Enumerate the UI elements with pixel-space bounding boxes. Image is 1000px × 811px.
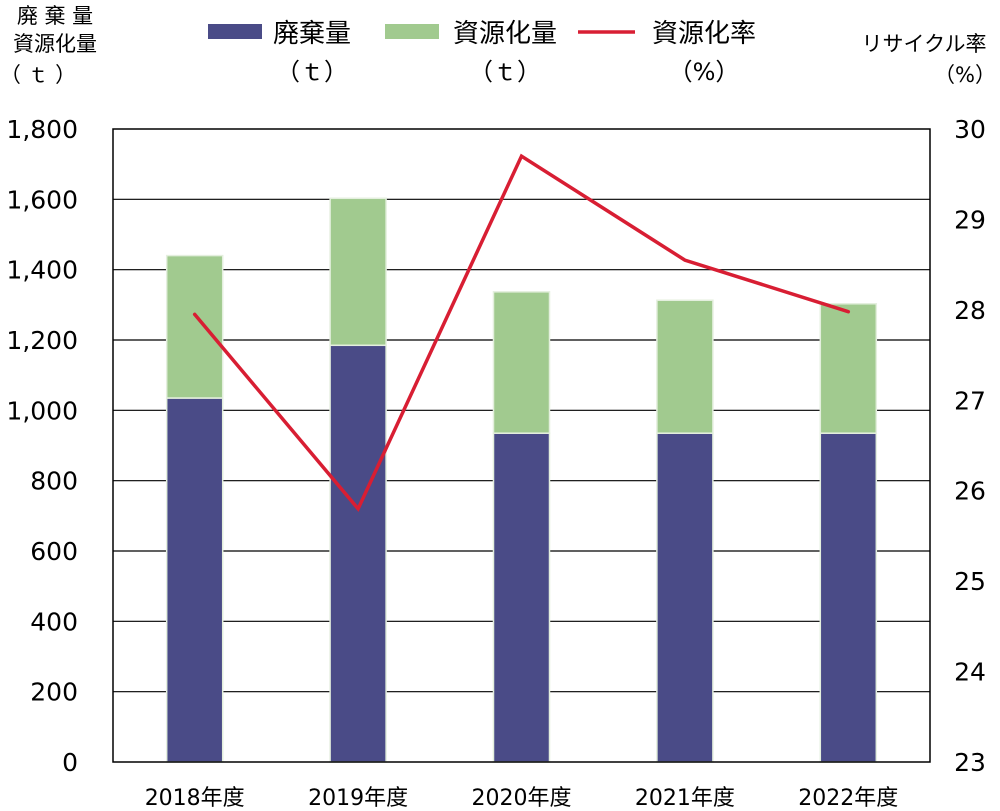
- right-tick-label: 26: [954, 477, 986, 506]
- bar-廃棄量: [492, 432, 551, 763]
- bar-廃棄量: [165, 397, 224, 763]
- category-label: 2021年度: [635, 786, 735, 811]
- category-label: 2020年度: [472, 786, 572, 811]
- stacked-bars: [165, 197, 878, 763]
- left-axis-title-line: 廃 棄 量: [17, 4, 93, 28]
- right-axis-title: リサイクル率 （%）: [862, 32, 996, 87]
- right-tick-label: 28: [954, 296, 986, 325]
- left-tick-label: 1,800: [6, 115, 78, 144]
- legend: 廃棄量 （ｔ） 資源化量 （ｔ） 資源化率 （%）: [208, 19, 756, 86]
- plot-frame: [112, 128, 931, 763]
- left-tick-label: 1,600: [6, 185, 78, 214]
- category-label: 2019年度: [308, 786, 408, 811]
- recycling-rate-line: [192, 153, 851, 513]
- right-axis-title-line: リサイクル率: [862, 32, 987, 56]
- right-axis-ticks: 23 24 25 26 27 28 29 30: [954, 115, 986, 777]
- left-tick-label: 1,000: [6, 396, 78, 425]
- right-tick-label: 23: [954, 748, 986, 777]
- legend-swatch-廃棄量: [208, 24, 262, 39]
- left-tick-label: 0: [62, 748, 78, 777]
- legend-label: 廃棄量: [273, 19, 351, 49]
- left-tick-label: 200: [30, 678, 78, 707]
- bar-資源化量: [165, 254, 224, 399]
- right-axis-title-line: （%）: [934, 63, 996, 87]
- legend-label: 資源化率: [652, 19, 756, 49]
- right-tick-label: 29: [954, 205, 986, 234]
- legend-unit: （%）: [669, 58, 740, 86]
- right-tick-label: 24: [954, 658, 986, 687]
- bar-資源化量: [492, 291, 551, 434]
- right-tick-label: 30: [954, 115, 986, 144]
- category-label: 2022年度: [798, 786, 898, 811]
- right-tick-label: 27: [954, 386, 986, 415]
- left-axis-title-line: （ ｔ ）: [0, 63, 76, 87]
- legend-unit: （ｔ）: [469, 58, 541, 86]
- bar-資源化量: [329, 197, 387, 347]
- bar-資源化量: [819, 303, 878, 434]
- legend-swatch-資源化量: [385, 24, 439, 39]
- left-tick-label: 400: [30, 607, 78, 636]
- category-label: 2018年度: [145, 786, 245, 811]
- category-labels: 2018年度 2019年度 2020年度 2021年度 2022年度: [145, 786, 899, 811]
- left-tick-label: 1,400: [6, 256, 78, 285]
- left-axis-title-line: 資源化量: [13, 32, 97, 56]
- left-tick-label: 1,200: [6, 326, 78, 355]
- bar-廃棄量: [656, 432, 714, 763]
- left-tick-label: 800: [30, 467, 78, 496]
- left-tick-label: 600: [30, 537, 78, 566]
- legend-label: 資源化量: [453, 19, 557, 49]
- bar-資源化量: [656, 299, 714, 434]
- bar-廃棄量: [819, 432, 878, 763]
- left-axis-ticks: 0 200 400 600 800 1,000 1,200 1,400 1,600 1,800: [6, 115, 78, 777]
- legend-unit: （ｔ）: [276, 58, 348, 86]
- bar-廃棄量: [329, 344, 387, 763]
- right-tick-label: 25: [954, 567, 986, 596]
